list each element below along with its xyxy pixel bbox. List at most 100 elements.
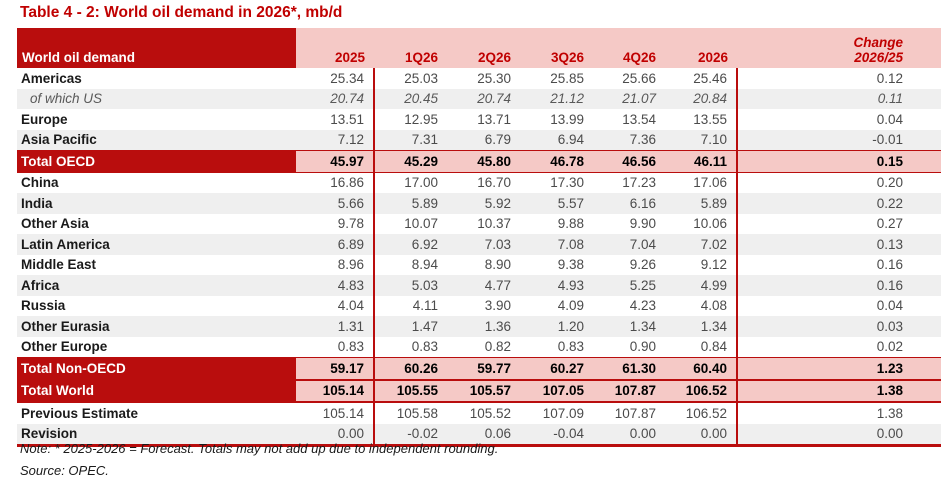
value-cell: 5.25 bbox=[629, 277, 656, 293]
value-cell: 105.52 bbox=[469, 405, 511, 421]
value-cell: 1.36 bbox=[484, 318, 511, 334]
value-cell: 21.07 bbox=[622, 91, 656, 107]
header-col-3q26: 3Q26 bbox=[520, 28, 593, 68]
value-cell: 7.10 bbox=[665, 129, 738, 151]
value-cell: 0.83 bbox=[296, 336, 375, 358]
value-cell: 7.03 bbox=[484, 236, 511, 252]
value-cell: 0.82 bbox=[484, 339, 511, 355]
header-col-4q26: 4Q26 bbox=[593, 28, 665, 68]
change-value-cell: 0.16 bbox=[876, 257, 903, 273]
row-label: Middle East bbox=[21, 257, 97, 273]
table-row: Other Eurasia 1.31 1.47 1.36 1.20 1.34 1.34 0.0… bbox=[17, 316, 941, 337]
value-cell: 6.89 bbox=[296, 234, 375, 255]
table-row: Other Asia 9.78 10.07 10.37 9.88 9.90 10.06 0.2… bbox=[17, 213, 941, 234]
value-cell: 13.55 bbox=[665, 109, 738, 130]
value-cell: 17.23 bbox=[622, 175, 656, 191]
header-change-line2: 2026/25 bbox=[854, 50, 903, 65]
value-cell: 4.08 bbox=[665, 295, 738, 316]
table-row: Africa 4.83 5.03 4.77 4.93 5.25 4.99 0.16 bbox=[17, 275, 941, 296]
table-row: Europe 13.51 12.95 13.71 13.99 13.54 13.55 0.04 bbox=[17, 109, 941, 130]
value-cell: 7.31 bbox=[411, 132, 438, 148]
value-cell: 4.09 bbox=[557, 298, 584, 314]
header-change-line1: Change bbox=[853, 35, 903, 50]
header-col-2q26: 2Q26 bbox=[447, 28, 520, 68]
row-label: Total OECD bbox=[17, 150, 296, 173]
value-cell: 46.78 bbox=[520, 150, 593, 173]
value-cell: 1.47 bbox=[411, 318, 438, 334]
value-cell: 105.14 bbox=[296, 378, 375, 403]
value-cell: 5.03 bbox=[411, 277, 438, 293]
value-cell: 13.54 bbox=[622, 111, 656, 127]
value-cell: 12.95 bbox=[404, 111, 438, 127]
value-cell: 4.23 bbox=[629, 298, 656, 314]
value-cell: 25.30 bbox=[477, 70, 511, 86]
value-cell: 9.12 bbox=[665, 254, 738, 275]
table-row: Americas 25.34 25.03 25.30 25.85 25.66 25.46 0.… bbox=[17, 68, 941, 89]
change-value-cell: 0.02 bbox=[876, 339, 903, 355]
change-value-cell: 0.03 bbox=[876, 318, 903, 334]
value-cell: 4.99 bbox=[665, 275, 738, 296]
value-cell: 0.83 bbox=[557, 339, 584, 355]
value-cell: 7.08 bbox=[557, 236, 584, 252]
value-cell: 45.29 bbox=[374, 150, 447, 173]
change-value-cell: 0.15 bbox=[737, 150, 941, 173]
table-row: India 5.66 5.89 5.92 5.57 6.16 5.89 0.22 bbox=[17, 193, 941, 214]
value-cell: 9.88 bbox=[557, 216, 584, 232]
change-value-cell: 0.16 bbox=[876, 277, 903, 293]
value-cell: 17.00 bbox=[404, 175, 438, 191]
value-cell: 16.86 bbox=[296, 172, 375, 193]
change-value-cell: 0.11 bbox=[877, 91, 903, 107]
value-cell: 105.55 bbox=[374, 378, 447, 403]
value-cell: 5.66 bbox=[296, 193, 375, 214]
demand-table-body: Americas 25.34 25.03 25.30 25.85 25.66 25.46 0.… bbox=[17, 68, 941, 447]
world-oil-demand-table: World oil demand 2025 1Q26 2Q26 3Q26 4Q2… bbox=[17, 28, 941, 447]
value-cell: 9.38 bbox=[557, 257, 584, 273]
value-cell: 6.16 bbox=[629, 195, 656, 211]
value-cell: 46.11 bbox=[665, 150, 738, 173]
value-cell: -0.04 bbox=[520, 423, 593, 447]
value-cell: 1.34 bbox=[629, 318, 656, 334]
value-cell: 25.85 bbox=[550, 70, 584, 86]
value-cell: 3.90 bbox=[484, 298, 511, 314]
change-value-cell: 0.22 bbox=[876, 195, 903, 211]
value-cell: 45.97 bbox=[296, 150, 375, 173]
value-cell: -0.02 bbox=[374, 423, 447, 447]
value-cell: 25.34 bbox=[296, 68, 375, 89]
table-row: Middle East 8.96 8.94 8.90 9.38 9.26 9.12 0.16 bbox=[17, 254, 941, 275]
value-cell: 7.36 bbox=[629, 132, 656, 148]
value-cell: 5.57 bbox=[557, 195, 584, 211]
value-cell: 5.92 bbox=[484, 195, 511, 211]
value-cell: 20.45 bbox=[404, 91, 438, 107]
value-cell: 4.04 bbox=[296, 295, 375, 316]
value-cell: 20.84 bbox=[665, 88, 738, 109]
row-label: Previous Estimate bbox=[21, 405, 139, 421]
table-row: Total World 105.14 105.55 105.57 107.05 107.8… bbox=[17, 378, 941, 403]
value-cell: 9.26 bbox=[629, 257, 656, 273]
change-value-cell: 0.04 bbox=[876, 298, 903, 314]
row-label: Russia bbox=[21, 298, 66, 314]
header-col-2026: 2026 bbox=[665, 28, 737, 68]
table-row: Latin America 6.89 6.92 7.03 7.08 7.04 7.02 0.1… bbox=[17, 234, 941, 255]
value-cell: 0.00 bbox=[665, 423, 738, 447]
value-cell: 25.03 bbox=[404, 70, 438, 86]
value-cell: 45.80 bbox=[447, 150, 520, 173]
row-label: of which US bbox=[30, 91, 103, 107]
change-value-cell: 0.12 bbox=[876, 70, 903, 86]
change-value-cell: 0.00 bbox=[737, 423, 941, 447]
value-cell: 0.84 bbox=[665, 336, 738, 358]
row-label: Asia Pacific bbox=[21, 132, 97, 148]
table-row: Russia 4.04 4.11 3.90 4.09 4.23 4.08 0.04 bbox=[17, 295, 941, 316]
table-row: of which US 20.74 20.45 20.74 21.12 21.07 20.8… bbox=[17, 88, 941, 109]
value-cell: 0.00 bbox=[593, 423, 665, 447]
value-cell: 17.30 bbox=[550, 175, 584, 191]
row-label: China bbox=[21, 175, 59, 191]
value-cell: 4.11 bbox=[412, 298, 438, 314]
row-label: Africa bbox=[21, 277, 60, 293]
value-cell: 107.09 bbox=[542, 405, 584, 421]
row-label: Latin America bbox=[21, 236, 110, 252]
value-cell: 0.90 bbox=[629, 339, 656, 355]
value-cell: 0.83 bbox=[411, 339, 438, 355]
value-cell: 5.89 bbox=[665, 193, 738, 214]
table-row: Total Non-OECD 59.17 60.26 59.77 60.27 61.30 6… bbox=[17, 357, 941, 380]
